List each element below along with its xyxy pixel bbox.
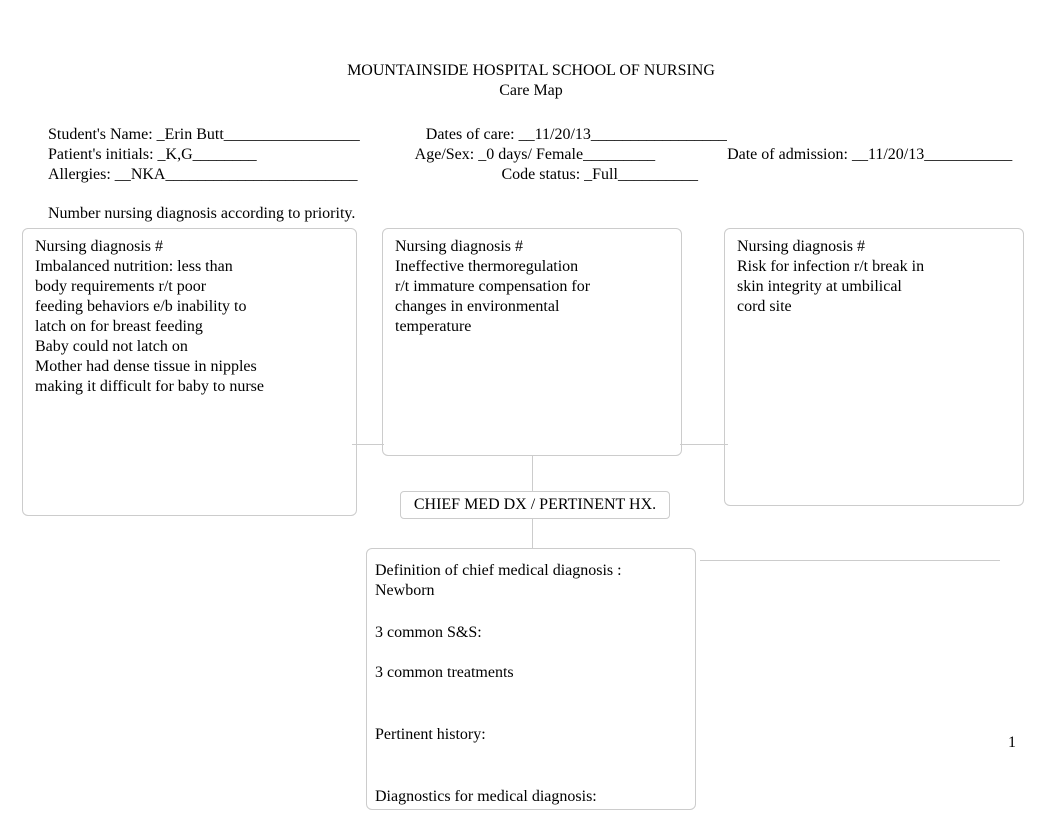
- definition-value: Newborn: [375, 581, 687, 601]
- dates-care-value: 11/20/13_________________: [535, 125, 727, 145]
- diagnosis-line: cord site: [737, 297, 1011, 317]
- date-admission-label: Date of admission: __: [727, 145, 868, 165]
- header-title: MOUNTAINSIDE HOSPITAL SCHOOL OF NURSING: [0, 62, 1062, 80]
- code-status-value: Full__________: [592, 165, 698, 185]
- patient-initials-value: K,G________: [166, 145, 257, 165]
- connector-line: [700, 560, 1000, 561]
- ss-section: 3 common S&S:: [375, 623, 687, 643]
- diagnosis-line: body requirements r/t poor: [35, 277, 344, 297]
- info-row-1: Student's Name: _Erin Butt______________…: [48, 125, 1032, 145]
- chief-med-dx-label: CHIEF MED DX / PERTINENT HX.: [400, 491, 670, 519]
- student-name-label: Student's Name: _: [48, 125, 165, 145]
- document-header: MOUNTAINSIDE HOSPITAL SCHOOL OF NURSING …: [0, 0, 1062, 100]
- connector-line: [532, 514, 533, 549]
- code-status-label: Code status: _: [501, 165, 592, 185]
- date-admission-value: 11/20/13___________: [868, 145, 1012, 165]
- header-subtitle: Care Map: [0, 82, 1062, 100]
- treatments-label: 3 common treatments: [375, 663, 687, 683]
- patient-info-section: Student's Name: _Erin Butt______________…: [48, 125, 1032, 185]
- diagnosis-header: Nursing diagnosis #: [35, 237, 344, 257]
- diagnosis-box-3: Nursing diagnosis # Risk for infection r…: [724, 228, 1024, 506]
- diagnosis-header: Nursing diagnosis #: [737, 237, 1011, 257]
- diagnostics-label: Diagnostics for medical diagnosis:: [375, 787, 687, 807]
- diagnosis-box-2: Nursing diagnosis # Ineffective thermore…: [382, 228, 682, 456]
- spacer: [257, 145, 415, 165]
- diagnosis-line: r/t immature compensation for: [395, 277, 669, 297]
- definition-label: Definition of chief medical diagnosis :: [375, 561, 687, 581]
- treatments-section: 3 common treatments: [375, 663, 687, 683]
- connector-line: [532, 456, 533, 491]
- diagnosis-line: Baby could not latch on: [35, 337, 344, 357]
- priority-note: Number nursing diagnosis according to pr…: [48, 205, 355, 223]
- diagnosis-box-1: Nursing diagnosis # Imbalanced nutrition…: [22, 228, 357, 516]
- diagnosis-line: Mother had dense tissue in nipples: [35, 357, 344, 377]
- age-sex-label: Age/Sex: _: [415, 145, 487, 165]
- definition-box: Definition of chief medical diagnosis : …: [366, 548, 696, 810]
- diagnosis-line: feeding behaviors e/b inability to: [35, 297, 344, 317]
- diagnosis-header: Nursing diagnosis #: [395, 237, 669, 257]
- diagnostics-section: Diagnostics for medical diagnosis:: [375, 787, 687, 807]
- diagnosis-line: changes in environmental: [395, 297, 669, 317]
- definition-section: Definition of chief medical diagnosis : …: [375, 561, 687, 601]
- spacer: [360, 125, 426, 145]
- diagnosis-line: temperature: [395, 317, 669, 337]
- allergies-value: NKA________________________: [131, 165, 358, 185]
- diagnosis-line: Risk for infection r/t break in: [737, 257, 1011, 277]
- info-row-2: Patient's initials: _K,G________ Age/Sex…: [48, 145, 1032, 165]
- age-sex-value: 0 days/ Female_________: [486, 145, 655, 165]
- student-name-value: Erin Butt_________________: [165, 125, 360, 145]
- spacer: [357, 165, 501, 185]
- info-row-3: Allergies: __NKA________________________…: [48, 165, 1032, 185]
- diagnosis-line: latch on for breast feeding: [35, 317, 344, 337]
- diagnosis-line: Ineffective thermoregulation: [395, 257, 669, 277]
- connector-line: [680, 444, 728, 445]
- allergies-label: Allergies: __: [48, 165, 131, 185]
- history-section: Pertinent history:: [375, 725, 687, 745]
- spacer: [655, 145, 727, 165]
- diagnosis-line: making it difficult for baby to nurse: [35, 377, 344, 397]
- history-label: Pertinent history:: [375, 725, 687, 745]
- diagnosis-line: skin integrity at umbilical: [737, 277, 1011, 297]
- connector-line: [352, 444, 384, 445]
- ss-label: 3 common S&S:: [375, 623, 687, 643]
- dates-care-label: Dates of care: __: [426, 125, 535, 145]
- diagnosis-line: Imbalanced nutrition: less than: [35, 257, 344, 277]
- page-number: 1: [1008, 734, 1016, 752]
- patient-initials-label: Patient's initials: _: [48, 145, 166, 165]
